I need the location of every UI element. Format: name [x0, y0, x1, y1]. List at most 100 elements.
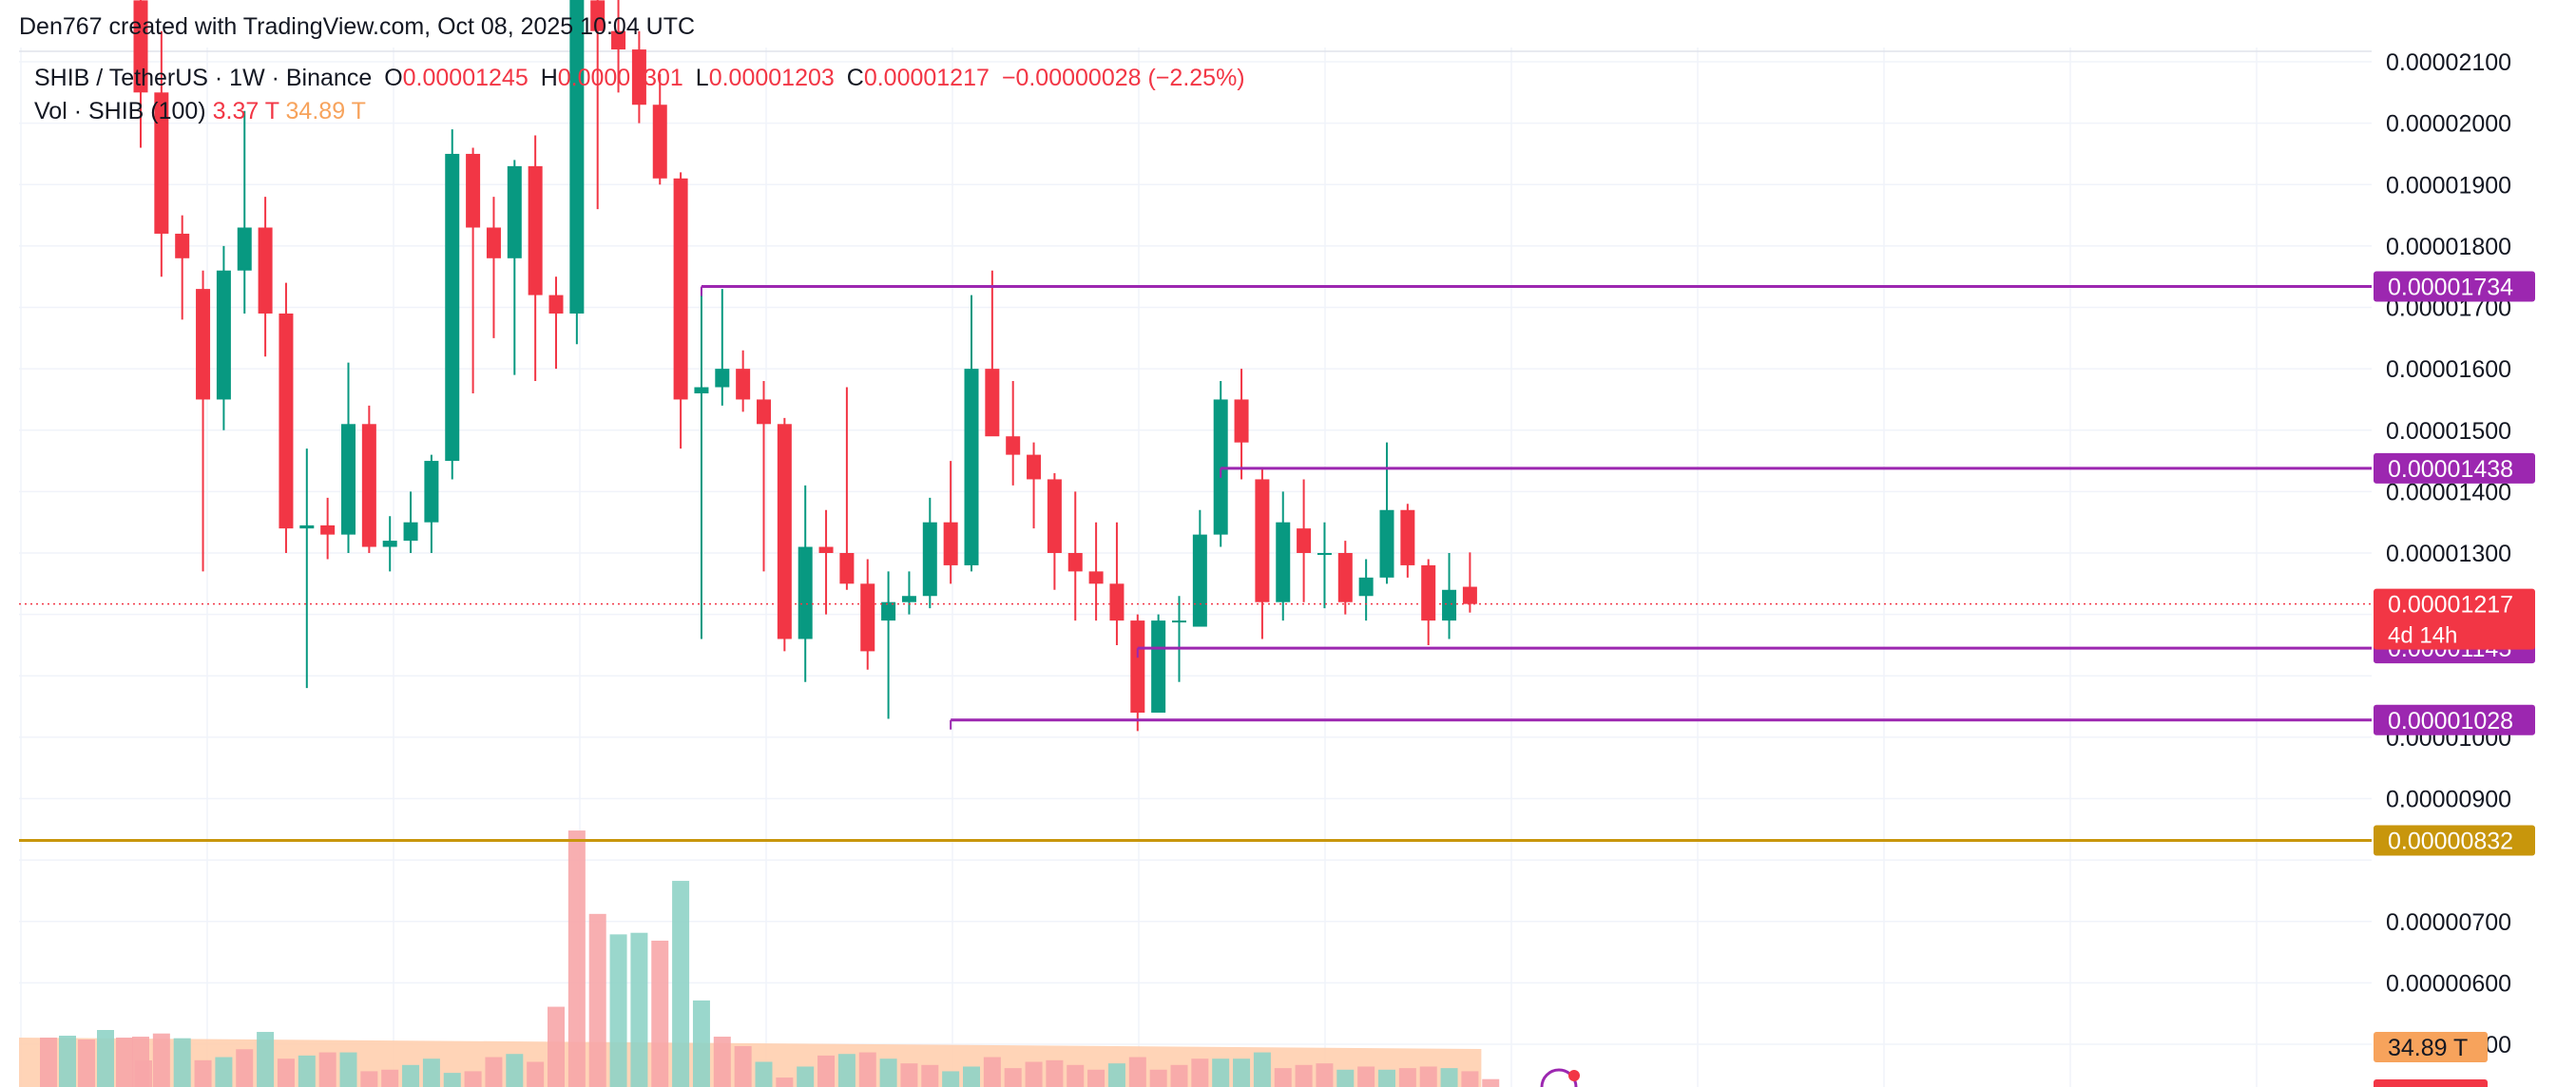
horizontal-levels[interactable] [19, 285, 2372, 842]
candle-body [839, 553, 855, 584]
volume-value: 3.37 T [212, 98, 279, 124]
volume-bar [277, 1058, 295, 1087]
y-tick-label: 0.00000700 [2386, 909, 2511, 936]
candle-body [279, 313, 294, 529]
volume-bar [1004, 1068, 1022, 1087]
candle-body [590, 0, 606, 31]
price-axis[interactable]: 0.00002100 0.00002000 0.00001900 0.00001800… [2374, 49, 2535, 1087]
volume-bar [1025, 1061, 1043, 1087]
tradingview-logo-icon [1540, 1068, 1578, 1087]
volume-bar [402, 1064, 420, 1087]
candle-body [196, 289, 211, 400]
candle-body [1379, 509, 1394, 578]
candle-body [798, 546, 813, 639]
volume-bar [1149, 1069, 1167, 1087]
volume-bar [651, 940, 669, 1087]
volume-bar [1378, 1069, 1395, 1087]
volume-bar [506, 1054, 524, 1087]
symbol-legend[interactable]: SHIB / TetherUS · 1W · Binance O0.000012… [34, 65, 1251, 92]
y-tick-label: 0.00002000 [2386, 111, 2511, 138]
candle-body [1358, 577, 1374, 597]
volume-bar [215, 1057, 233, 1087]
volume-bar [257, 1032, 275, 1087]
candle-body [777, 424, 792, 639]
candle-body [1151, 620, 1166, 714]
candle-body [611, 30, 626, 50]
price-level-label: 0.00001438 [2388, 456, 2513, 483]
candle-body [1047, 479, 1062, 553]
open-label: O [384, 65, 403, 91]
candle-body [1130, 620, 1145, 714]
volume-bar [443, 1073, 461, 1087]
candle-body [320, 524, 336, 535]
volume-bar [78, 1039, 95, 1087]
volume-bar [173, 1038, 191, 1087]
volume-bar [381, 1069, 399, 1087]
alert-dot-icon [1568, 1070, 1580, 1081]
candle-body [715, 369, 730, 388]
candle-body [860, 583, 875, 652]
price-level-label: 0.00001734 [2388, 275, 2513, 301]
volume-bar [135, 1060, 152, 1087]
volume-bar [900, 1063, 918, 1087]
volume-bar [921, 1064, 939, 1087]
candle-body [1006, 436, 1021, 455]
candle-body [237, 227, 252, 271]
volume-bar [116, 1038, 133, 1087]
candle-body [175, 233, 190, 258]
volume-bar [963, 1066, 980, 1087]
y-tick-label: 0.00001500 [2386, 418, 2511, 445]
candle-body [486, 227, 501, 258]
current-price-label: 0.00001217 [2388, 592, 2513, 619]
volume-bar [609, 934, 627, 1087]
candle-body [673, 178, 688, 400]
volume-bar [1107, 1063, 1125, 1087]
candle-body [1462, 586, 1477, 604]
volume-bar [755, 1061, 773, 1087]
candle-body [1421, 564, 1436, 621]
price-level-label-bg [2374, 704, 2535, 735]
price-level-label-bg [2374, 452, 2535, 484]
volume-bar [567, 830, 586, 1087]
volume-bar [548, 1006, 565, 1087]
symbol-title[interactable]: SHIB / TetherUS · 1W · Binance [34, 65, 373, 91]
volume-bar [485, 1057, 503, 1087]
candle-body [361, 424, 376, 547]
volume-bar [672, 881, 690, 1087]
volume-label[interactable]: Vol · SHIB (100) [34, 98, 206, 124]
volume-bar [837, 1054, 855, 1087]
candle-body [1172, 620, 1186, 623]
volume-bar [1233, 1058, 1251, 1087]
volume-legend[interactable]: Vol · SHIB (100) 3.37 T 34.89 T [34, 98, 366, 125]
candle-body [528, 165, 543, 296]
volume-label-bg [2374, 1079, 2488, 1087]
volume-bar [318, 1052, 336, 1087]
volume-bar [194, 1059, 212, 1087]
volume-bar [942, 1071, 960, 1087]
candle-body [548, 295, 564, 314]
candle-body [133, 0, 148, 93]
candlestick-series [133, 0, 1477, 732]
close-value: 0.00001217 [863, 65, 990, 91]
volume-bar [1087, 1069, 1105, 1087]
candle-body [299, 524, 315, 529]
candle-body [922, 522, 937, 597]
chart-decorations [1540, 1068, 1580, 1087]
volume-histogram [19, 830, 1500, 1087]
volume-bar [1212, 1058, 1230, 1087]
candle-body [818, 546, 834, 553]
candle-body [1317, 553, 1332, 555]
current-price-label-countdown: 4d 14h [2388, 623, 2457, 649]
candle-body [985, 369, 1000, 437]
volume-bar [797, 1066, 815, 1087]
volume-bar [1274, 1068, 1292, 1087]
open-value: 0.00001245 [402, 65, 529, 91]
volume-bar [734, 1045, 752, 1087]
y-tick-label: 0.00001600 [2386, 356, 2511, 383]
y-tick-label: 0.00001300 [2386, 541, 2511, 567]
volume-bar [817, 1055, 836, 1087]
volume-bar [360, 1071, 378, 1087]
y-tick-label: 0.00001400 [2386, 479, 2511, 505]
volume-bar [983, 1057, 1001, 1087]
